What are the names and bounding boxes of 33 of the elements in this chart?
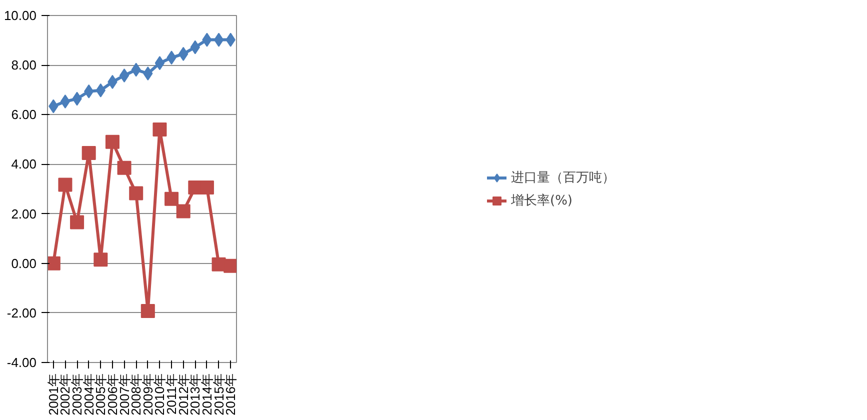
y-tick-label: -4.00 (6, 355, 37, 370)
y-tick-label: -2.00 (6, 305, 37, 320)
point (140, 304, 155, 318)
legend-label: 增长率(%) (511, 192, 572, 209)
y-tick-label: 8.00 (11, 58, 37, 73)
point (224, 258, 236, 273)
point (143, 66, 153, 80)
y-tick-label: 4.00 (11, 156, 37, 172)
point (82, 146, 96, 160)
point (60, 94, 70, 109)
y-tick-label: 10.00 (4, 8, 37, 23)
legend-label: 进口量（百万吨） (511, 169, 615, 186)
x-tick-label: 2012年 (176, 374, 191, 416)
y-tick-label: 6.00 (11, 107, 37, 122)
x-tick-label: 2004年 (81, 374, 96, 416)
point (105, 134, 120, 149)
point (214, 32, 224, 47)
point (129, 186, 144, 200)
point (164, 192, 179, 206)
x-tick-label: 2009年 (140, 374, 156, 416)
point (176, 204, 190, 218)
point (48, 256, 60, 270)
point (70, 215, 84, 230)
y-tick-label: 2.00 (11, 206, 37, 222)
x-tick-label: 2001年 (46, 374, 61, 416)
point (119, 68, 130, 82)
point (154, 56, 165, 70)
y-tick-label: 0.00 (11, 256, 37, 271)
point (94, 252, 108, 267)
point (152, 122, 167, 137)
point (200, 180, 214, 195)
point (117, 160, 132, 175)
point (58, 178, 72, 192)
